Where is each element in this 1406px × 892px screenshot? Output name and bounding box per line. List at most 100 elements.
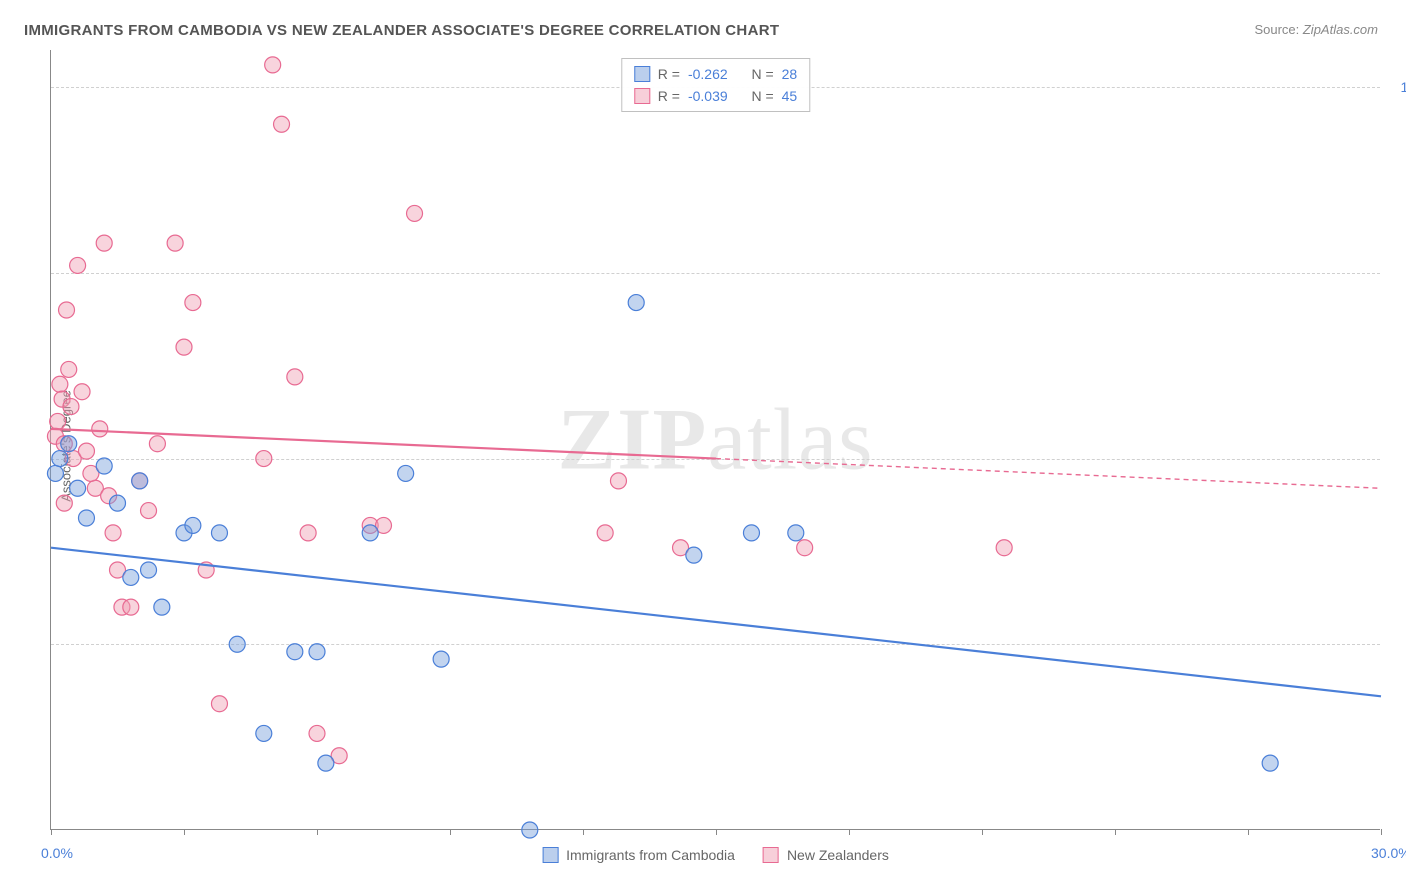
x-tick — [1248, 829, 1249, 835]
x-tick — [450, 829, 451, 835]
scatter-point — [78, 443, 94, 459]
series1-points — [47, 295, 1278, 838]
scatter-point — [56, 495, 72, 511]
scatter-point — [123, 569, 139, 585]
scatter-point — [141, 503, 157, 519]
scatter-point — [274, 116, 290, 132]
scatter-point — [70, 480, 86, 496]
scatter-point — [287, 644, 303, 660]
scatter-point — [61, 361, 77, 377]
scatter-point — [318, 755, 334, 771]
x-tick — [1115, 829, 1116, 835]
scatter-point — [50, 413, 66, 429]
x-tick — [849, 829, 850, 835]
stats-row-series1: R = -0.262 N = 28 — [634, 63, 797, 85]
scatter-point — [686, 547, 702, 563]
scatter-point — [362, 525, 378, 541]
scatter-point — [1262, 755, 1278, 771]
scatter-point — [211, 525, 227, 541]
scatter-point — [610, 473, 626, 489]
source-attribution: Source: ZipAtlas.com — [1254, 22, 1378, 37]
scatter-point — [96, 458, 112, 474]
scatter-point — [185, 295, 201, 311]
x-tick-label: 30.0% — [1371, 845, 1406, 861]
scatter-point — [256, 725, 272, 741]
swatch-series1-icon — [542, 847, 558, 863]
chart-title: IMMIGRANTS FROM CAMBODIA VS NEW ZEALANDE… — [24, 22, 779, 39]
legend-item-series2: New Zealanders — [763, 847, 889, 863]
scatter-point — [407, 205, 423, 221]
swatch-series2 — [634, 88, 650, 104]
trendlines — [51, 429, 1381, 696]
scatter-point — [185, 517, 201, 533]
scatter-point — [167, 235, 183, 251]
source-value: ZipAtlas.com — [1303, 22, 1378, 37]
scatter-point — [63, 399, 79, 415]
scatter-point — [110, 495, 126, 511]
n-label: N = — [751, 85, 773, 107]
scatter-point — [788, 525, 804, 541]
n-label: N = — [751, 63, 773, 85]
series2-r-value: -0.039 — [688, 85, 728, 107]
scatter-point — [52, 451, 68, 467]
swatch-series2-icon — [763, 847, 779, 863]
x-tick — [184, 829, 185, 835]
scatter-point — [70, 257, 86, 273]
x-tick — [51, 829, 52, 835]
scatter-point — [309, 725, 325, 741]
scatter-point — [96, 235, 112, 251]
r-label: R = — [658, 85, 680, 107]
scatter-point — [597, 525, 613, 541]
scatter-point — [628, 295, 644, 311]
scatter-point — [154, 599, 170, 615]
x-tick — [1381, 829, 1382, 835]
x-tick-label: 0.0% — [41, 845, 73, 861]
swatch-series1 — [634, 66, 650, 82]
scatter-point — [996, 540, 1012, 556]
scatter-point — [398, 465, 414, 481]
scatter-point — [797, 540, 813, 556]
scatter-point — [92, 421, 108, 437]
scatter-point — [47, 465, 63, 481]
trendline — [51, 548, 1381, 697]
r-label: R = — [658, 63, 680, 85]
legend-item-series1: Immigrants from Cambodia — [542, 847, 735, 863]
series1-n-value: 28 — [782, 63, 798, 85]
bottom-legend: Immigrants from Cambodia New Zealanders — [542, 847, 889, 863]
stats-row-series2: R = -0.039 N = 45 — [634, 85, 797, 107]
x-tick — [716, 829, 717, 835]
scatter-point — [300, 525, 316, 541]
y-tick-label: 100.0% — [1401, 79, 1406, 95]
scatter-point — [309, 644, 325, 660]
legend-series2-label: New Zealanders — [787, 847, 889, 863]
scatter-point — [256, 451, 272, 467]
scatter-point — [74, 384, 90, 400]
scatter-point — [141, 562, 157, 578]
legend-series1-label: Immigrants from Cambodia — [566, 847, 735, 863]
plot-svg — [51, 50, 1380, 829]
scatter-point — [743, 525, 759, 541]
scatter-point — [433, 651, 449, 667]
scatter-point — [132, 473, 148, 489]
scatter-point — [211, 696, 227, 712]
scatter-point — [52, 376, 68, 392]
scatter-point — [149, 436, 165, 452]
source-label: Source: — [1254, 22, 1302, 37]
series2-n-value: 45 — [782, 85, 798, 107]
stats-legend-box: R = -0.262 N = 28 R = -0.039 N = 45 — [621, 58, 810, 112]
scatter-point — [105, 525, 121, 541]
plot-area: ZIPatlas 25.0%50.0%75.0%100.0% 0.0%30.0%… — [50, 50, 1380, 830]
scatter-point — [287, 369, 303, 385]
scatter-point — [61, 436, 77, 452]
x-tick — [317, 829, 318, 835]
scatter-point — [265, 57, 281, 73]
series2-points — [47, 57, 1012, 764]
x-tick — [982, 829, 983, 835]
scatter-point — [59, 302, 75, 318]
x-tick — [583, 829, 584, 835]
scatter-point — [123, 599, 139, 615]
series1-r-value: -0.262 — [688, 63, 728, 85]
scatter-point — [522, 822, 538, 838]
trendline — [716, 459, 1381, 489]
scatter-point — [176, 339, 192, 355]
